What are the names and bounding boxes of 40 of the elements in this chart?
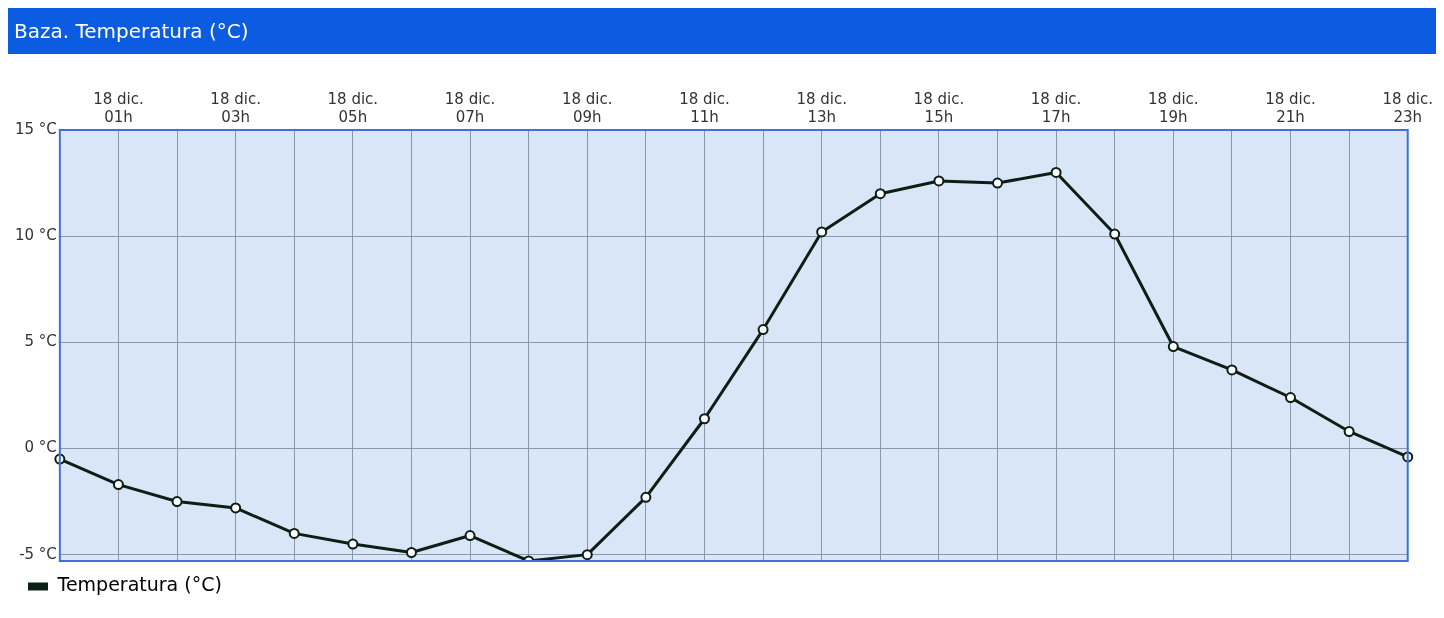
point [1343,425,1355,437]
x-tick-label: 18 dic. 09h [561,89,613,126]
y-tick-label: 15 °C [14,119,57,138]
x-tick-label: 18 dic. 17h [1030,89,1082,126]
x-tick-label: 18 dic. 23h [1382,89,1433,126]
x-tick-label: 18 dic. 05h [327,89,379,126]
legend-label: Temperatura (°C) [56,573,222,596]
point [1226,364,1238,376]
point [171,496,183,508]
x-tick-label: 18 dic. 13h [796,89,847,126]
point [1109,228,1121,240]
x-tick-label: 18 dic. 01h [93,89,144,126]
point [757,324,769,336]
y-tick-label: 10 °C [14,226,57,245]
point [112,479,124,491]
point [640,491,652,503]
point [933,175,945,187]
x-tick-label: 18 dic. 15h [913,89,965,126]
point [464,530,476,542]
y-tick-label: -5 °C [19,544,57,563]
y-tick-label: 5 °C [24,332,57,351]
y-tick-label: 0 °C [24,438,57,457]
x-tick-label: 18 dic. 07h [444,89,496,126]
point [1285,392,1297,404]
point [1050,166,1062,178]
x-tick-label: 18 dic. 03h [210,89,261,126]
point [288,527,300,539]
point [581,549,593,561]
point [230,502,242,514]
point [405,547,417,559]
x-tick-label: 18 dic. 11h [679,89,730,126]
x-tick-label: 18 dic. 19h [1148,89,1199,126]
chart-title: Baza. Temperatura (°C) [8,8,1436,54]
point [991,177,1003,189]
point [698,413,710,425]
point [1167,341,1179,353]
point [874,188,886,200]
point [816,226,828,238]
x-tick-label: 18 dic. 21h [1265,89,1316,126]
point [347,538,359,550]
